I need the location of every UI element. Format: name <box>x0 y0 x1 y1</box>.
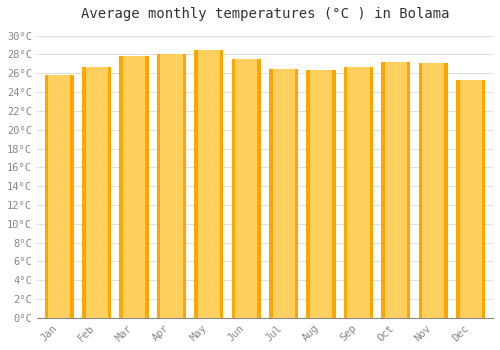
Bar <box>332 70 336 318</box>
Bar <box>120 56 123 318</box>
Bar <box>269 69 298 318</box>
Bar <box>232 59 235 318</box>
Bar <box>232 59 261 318</box>
Bar <box>157 55 160 318</box>
Bar <box>44 75 74 318</box>
Bar <box>344 67 373 318</box>
Bar <box>44 75 48 318</box>
Bar <box>194 50 224 318</box>
Bar <box>381 62 410 318</box>
Bar <box>306 70 336 318</box>
Bar <box>194 50 198 318</box>
Bar <box>381 62 384 318</box>
Bar <box>182 55 186 318</box>
Bar <box>108 67 111 318</box>
Bar <box>157 55 186 318</box>
Bar <box>294 69 298 318</box>
Bar <box>418 63 448 318</box>
Bar <box>407 62 410 318</box>
Bar <box>120 56 148 318</box>
Bar <box>370 67 373 318</box>
Bar <box>306 70 310 318</box>
Bar <box>258 59 261 318</box>
Bar <box>418 63 422 318</box>
Bar <box>82 67 111 318</box>
Title: Average monthly temperatures (°C ) in Bolama: Average monthly temperatures (°C ) in Bo… <box>80 7 449 21</box>
Bar <box>70 75 74 318</box>
Bar <box>82 67 86 318</box>
Bar <box>456 80 460 318</box>
Bar <box>220 50 224 318</box>
Bar <box>456 80 485 318</box>
Bar <box>444 63 448 318</box>
Bar <box>145 56 148 318</box>
Bar <box>269 69 272 318</box>
Bar <box>482 80 485 318</box>
Bar <box>344 67 348 318</box>
